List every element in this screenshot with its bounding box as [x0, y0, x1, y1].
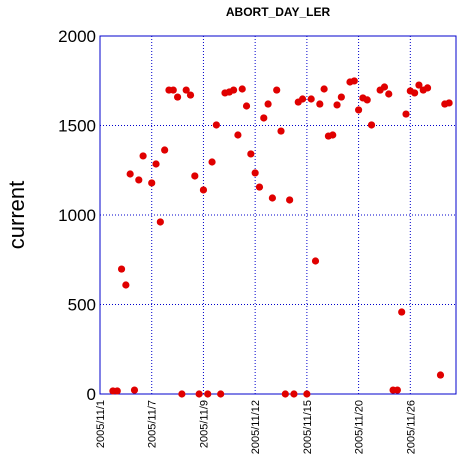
point	[242, 102, 251, 110]
x-tick-label: 2005/11/9	[198, 400, 210, 448]
point	[311, 257, 320, 265]
point	[298, 95, 307, 103]
x-tick-label: 2005/11/15	[302, 400, 314, 454]
point	[148, 179, 156, 187]
point	[264, 100, 272, 108]
point	[139, 152, 147, 160]
plot-border	[99, 35, 457, 395]
x-tick-label: 2005/11/20	[354, 400, 366, 454]
point	[117, 265, 126, 273]
point	[156, 218, 164, 226]
point	[208, 158, 216, 166]
point	[113, 387, 121, 395]
point	[182, 86, 190, 94]
point	[350, 77, 358, 85]
point	[230, 86, 238, 94]
point	[337, 93, 345, 101]
point	[130, 386, 139, 394]
x-tick-label: 2005/11/12	[250, 400, 262, 454]
point	[286, 196, 294, 204]
point	[415, 81, 423, 89]
point	[367, 121, 376, 129]
point	[135, 176, 143, 184]
y-axis-label: current	[4, 181, 29, 249]
point	[234, 131, 242, 139]
point	[191, 172, 199, 180]
point	[268, 194, 276, 202]
point	[423, 84, 432, 92]
point	[303, 390, 311, 398]
point	[445, 99, 453, 107]
point	[385, 90, 393, 98]
point	[247, 150, 255, 158]
y-tick-label: 1500	[58, 117, 96, 136]
y-tick-label: 0	[87, 385, 96, 404]
point	[169, 86, 177, 94]
point	[320, 85, 328, 93]
point	[277, 127, 285, 135]
point	[402, 110, 410, 118]
y-tick-label: 2000	[58, 27, 96, 46]
point	[238, 85, 246, 93]
point	[217, 390, 225, 398]
point	[212, 121, 220, 129]
point	[290, 390, 298, 398]
point	[333, 101, 341, 109]
point	[152, 160, 160, 168]
point	[161, 146, 169, 154]
chart-title: ABORT_DAY_LER	[226, 5, 331, 19]
point	[316, 100, 324, 108]
y-tick-label: 1000	[58, 206, 96, 225]
point	[255, 183, 264, 191]
point	[251, 169, 259, 177]
point	[411, 89, 419, 97]
point	[363, 96, 371, 104]
point	[178, 390, 186, 398]
point	[329, 131, 337, 139]
point	[186, 91, 195, 99]
point	[273, 86, 281, 94]
point	[380, 83, 389, 91]
x-tick-label: 2005/11/26	[405, 400, 417, 454]
point	[204, 390, 212, 398]
point	[195, 390, 203, 398]
point	[281, 390, 289, 398]
point	[398, 308, 406, 316]
point	[436, 371, 445, 379]
point	[173, 93, 182, 101]
point	[122, 281, 130, 289]
point	[307, 95, 315, 103]
point	[199, 186, 208, 194]
point	[354, 106, 363, 114]
point	[393, 386, 401, 394]
point	[126, 170, 134, 178]
x-tick-label: 2005/11/1	[95, 400, 107, 448]
y-tick-label: 500	[68, 296, 96, 315]
point	[260, 114, 268, 122]
x-tick-label: 2005/11/7	[147, 400, 159, 448]
